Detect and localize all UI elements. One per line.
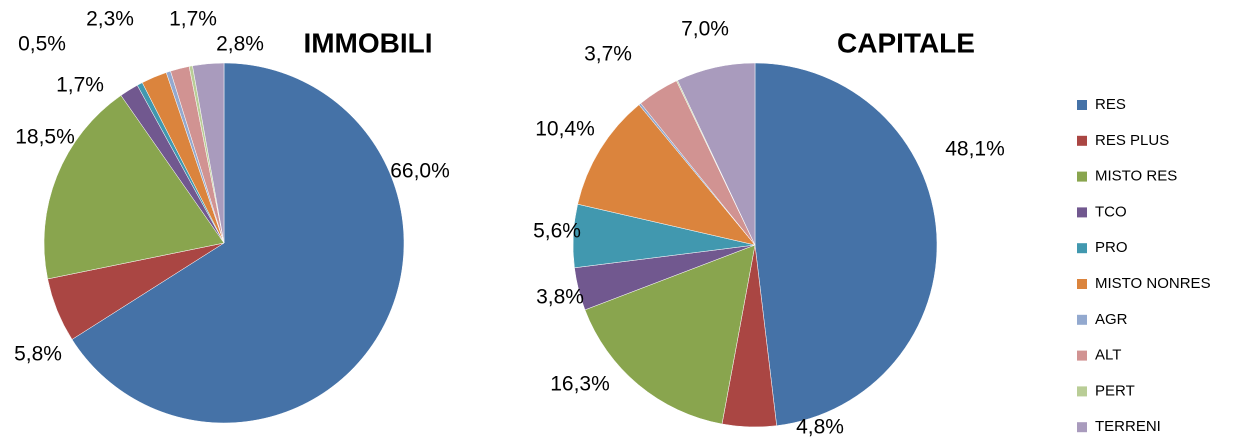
value-label: 48,1% (945, 138, 1005, 161)
value-label: 3,8% (536, 286, 584, 309)
pie-slice (584, 244, 756, 425)
pie-slice (43, 95, 225, 280)
value-label: 4,8% (796, 416, 844, 439)
value-label: 5,6% (533, 220, 581, 243)
legend-swatch (1077, 350, 1087, 361)
legend-label: MISTO NONRES (1095, 275, 1211, 292)
legend-swatch (1077, 171, 1087, 182)
pie-slice (754, 62, 938, 426)
value-label: 5,8% (14, 343, 62, 366)
value-label: 2,3% (86, 8, 134, 31)
legend-label: AGR (1095, 311, 1128, 328)
legend-swatch (1077, 243, 1087, 254)
legend-label: RES (1095, 96, 1126, 113)
legend-label: PRO (1095, 239, 1128, 256)
pie-slice (677, 62, 756, 246)
legend-swatch (1077, 314, 1087, 325)
chart-title: CAPITALE (837, 27, 975, 58)
pie-slice (577, 104, 756, 246)
value-label: 66,0% (390, 160, 450, 183)
legend-swatch (1077, 207, 1087, 218)
legend-label: TERRENI (1095, 418, 1161, 435)
pie-slice (71, 62, 405, 424)
legend-label: MISTO RES (1095, 168, 1177, 185)
value-label: 10,4% (535, 118, 595, 141)
value-label: 16,3% (550, 373, 610, 396)
legend-swatch (1077, 135, 1087, 146)
legend-swatch (1077, 279, 1087, 289)
chart-title: IMMOBILI (303, 27, 432, 58)
legend-label: ALT (1095, 347, 1121, 364)
legend-swatch (1077, 386, 1087, 397)
legend-label: PERT (1095, 382, 1135, 399)
legend-swatch (1077, 100, 1087, 110)
value-label: 7,0% (681, 18, 729, 41)
value-label: 3,7% (584, 43, 632, 66)
pie-slice (192, 62, 225, 244)
value-label: 1,7% (169, 8, 217, 31)
value-label: 0,5% (18, 33, 66, 56)
legend-label: RES PLUS (1095, 132, 1169, 149)
value-label: 1,7% (56, 74, 104, 97)
legend-label: TCO (1095, 203, 1127, 220)
value-label: 2,8% (216, 33, 264, 56)
legend-swatch (1077, 422, 1087, 433)
value-label: 18,5% (15, 126, 75, 149)
